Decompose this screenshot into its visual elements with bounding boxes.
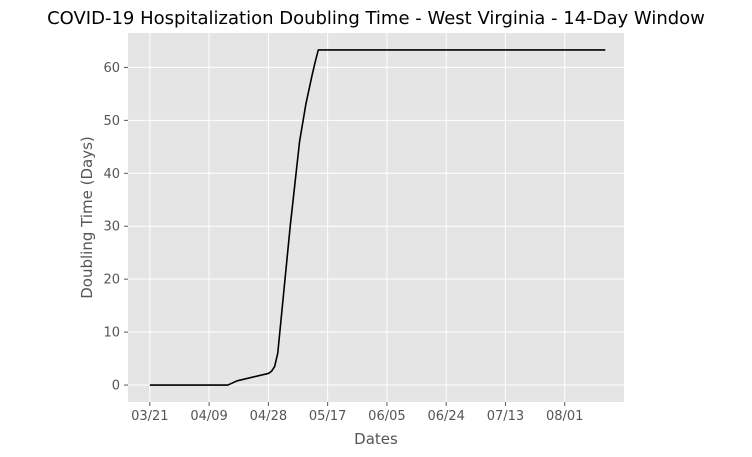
chart-title: COVID-19 Hospitalization Doubling Time -… [47,8,705,29]
x-tick-label: 05/17 [309,409,346,424]
x-axis-label: Dates [354,430,398,448]
y-axis-label: Doubling Time (Days) [78,136,96,299]
y-tick-label: 50 [103,114,120,129]
y-tick-label: 60 [103,61,120,76]
x-tick-label: 06/24 [427,409,464,424]
y-tick-label: 10 [103,326,120,341]
x-tick-label: 07/13 [487,409,524,424]
y-tick-label: 30 [103,220,120,235]
x-tick-label: 08/01 [546,409,583,424]
y-tick-label: 0 [112,379,120,394]
x-axis-ticks: 03/21 04/09 04/28 05/17 06/05 06/24 07/13 08/01 [131,402,583,424]
plot-background [128,33,624,402]
y-axis-ticks: 0 10 20 30 40 50 60 [103,61,128,394]
series-line [149,49,606,386]
x-tick-label: 06/05 [368,409,405,424]
y-tick-label: 20 [103,273,120,288]
x-tick-label: 03/21 [131,409,168,424]
series-group [149,49,606,386]
x-tick-label: 04/28 [250,409,287,424]
grid [128,33,624,402]
y-tick-label: 40 [103,167,120,182]
x-tick-label: 04/09 [190,409,227,424]
